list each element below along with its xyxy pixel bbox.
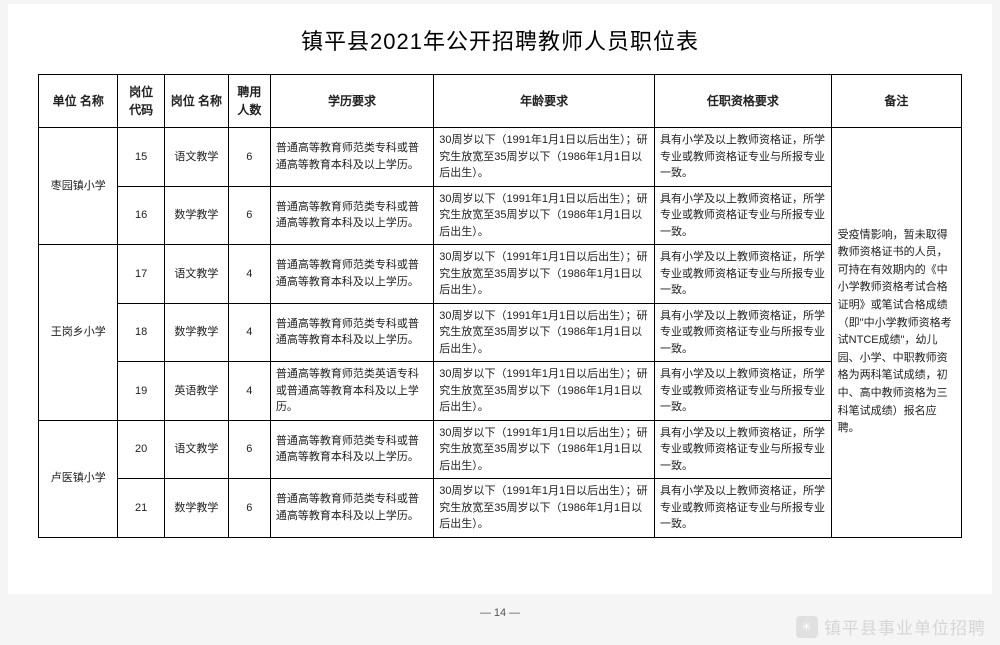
- table-row: 16数学教学6普通高等教育师范类专科或普通高等教育本科及以上学历。30周岁以下（…: [39, 186, 962, 245]
- cell-education: 普通高等教育师范类专科或普通高等教育本科及以上学历。: [270, 303, 433, 362]
- cell-qualification: 具有小学及以上教师资格证，所学专业或教师资格证专业与所报专业一致。: [655, 362, 832, 421]
- cell-age: 30周岁以下（1991年1月1日以后出生）；研究生放宽至35周岁以下（1986年…: [434, 128, 655, 187]
- cell-education: 普通高等教育师范类英语专科或普通高等教育本科及以上学历。: [270, 362, 433, 421]
- cell-age: 30周岁以下（1991年1月1日以后出生）；研究生放宽至35周岁以下（1986年…: [434, 186, 655, 245]
- col-header-edu: 学历要求: [270, 75, 433, 128]
- table-row: 18数学教学4普通高等教育师范类专科或普通高等教育本科及以上学历。30周岁以下（…: [39, 303, 962, 362]
- cell-position-name: 英语教学: [164, 362, 228, 421]
- cell-position-name: 数学教学: [164, 303, 228, 362]
- cell-code: 20: [118, 420, 164, 479]
- cell-qualification: 具有小学及以上教师资格证，所学专业或教师资格证专业与所报专业一致。: [655, 186, 832, 245]
- cell-code: 18: [118, 303, 164, 362]
- cell-position-name: 数学教学: [164, 479, 228, 538]
- position-table: 单位 名称 岗位 代码 岗位 名称 聘用 人数 学历要求 年龄要求 任职资格要求…: [38, 74, 962, 538]
- cell-qualification: 具有小学及以上教师资格证，所学专业或教师资格证专业与所报专业一致。: [655, 245, 832, 304]
- cell-headcount: 4: [228, 303, 270, 362]
- watermark-text: 镇平县事业单位招聘: [824, 614, 986, 639]
- cell-age: 30周岁以下（1991年1月1日以后出生）；研究生放宽至35周岁以下（1986年…: [434, 362, 655, 421]
- cell-code: 16: [118, 186, 164, 245]
- table-row: 枣园镇小学15语文教学6普通高等教育师范类专科或普通高等教育本科及以上学历。30…: [39, 128, 962, 187]
- col-header-pname: 岗位 名称: [164, 75, 228, 128]
- table-header-row: 单位 名称 岗位 代码 岗位 名称 聘用 人数 学历要求 年龄要求 任职资格要求…: [39, 75, 962, 128]
- cell-education: 普通高等教育师范类专科或普通高等教育本科及以上学历。: [270, 420, 433, 479]
- wechat-icon: ✳: [796, 616, 818, 638]
- cell-qualification: 具有小学及以上教师资格证，所学专业或教师资格证专业与所报专业一致。: [655, 303, 832, 362]
- cell-position-name: 语文教学: [164, 420, 228, 479]
- col-header-code: 岗位 代码: [118, 75, 164, 128]
- cell-education: 普通高等教育师范类专科或普通高等教育本科及以上学历。: [270, 245, 433, 304]
- table-row: 19英语教学4普通高等教育师范类英语专科或普通高等教育本科及以上学历。30周岁以…: [39, 362, 962, 421]
- col-header-unit: 单位 名称: [39, 75, 118, 128]
- cell-age: 30周岁以下（1991年1月1日以后出生）；研究生放宽至35周岁以下（1986年…: [434, 245, 655, 304]
- table-row: 21数学教学6普通高等教育师范类专科或普通高等教育本科及以上学历。30周岁以下（…: [39, 479, 962, 538]
- table-row: 卢医镇小学20语文教学6普通高等教育师范类专科或普通高等教育本科及以上学历。30…: [39, 420, 962, 479]
- cell-age: 30周岁以下（1991年1月1日以后出生）；研究生放宽至35周岁以下（1986年…: [434, 303, 655, 362]
- col-header-num: 聘用 人数: [228, 75, 270, 128]
- cell-code: 19: [118, 362, 164, 421]
- col-header-age: 年龄要求: [434, 75, 655, 128]
- table-row: 王岗乡小学17语文教学4普通高等教育师范类专科或普通高等教育本科及以上学历。30…: [39, 245, 962, 304]
- cell-headcount: 6: [228, 479, 270, 538]
- table-body: 枣园镇小学15语文教学6普通高等教育师范类专科或普通高等教育本科及以上学历。30…: [39, 128, 962, 538]
- cell-position-name: 语文教学: [164, 128, 228, 187]
- cell-qualification: 具有小学及以上教师资格证，所学专业或教师资格证专业与所报专业一致。: [655, 420, 832, 479]
- cell-age: 30周岁以下（1991年1月1日以后出生）；研究生放宽至35周岁以下（1986年…: [434, 420, 655, 479]
- cell-education: 普通高等教育师范类专科或普通高等教育本科及以上学历。: [270, 186, 433, 245]
- cell-education: 普通高等教育师范类专科或普通高等教育本科及以上学历。: [270, 479, 433, 538]
- cell-position-name: 数学教学: [164, 186, 228, 245]
- cell-note: 受疫情影响，暂未取得教师资格证书的人员，可持在有效期内的《中小学教师资格考试合格…: [831, 128, 961, 538]
- cell-qualification: 具有小学及以上教师资格证，所学专业或教师资格证专业与所报专业一致。: [655, 128, 832, 187]
- cell-education: 普通高等教育师范类专科或普通高等教育本科及以上学历。: [270, 128, 433, 187]
- cell-unit: 王岗乡小学: [39, 245, 118, 421]
- cell-headcount: 6: [228, 128, 270, 187]
- page-container: 镇平县2021年公开招聘教师人员职位表 单位 名称 岗位 代码 岗位 名称 聘用…: [8, 4, 992, 594]
- cell-code: 17: [118, 245, 164, 304]
- cell-unit: 卢医镇小学: [39, 420, 118, 537]
- cell-position-name: 语文教学: [164, 245, 228, 304]
- cell-headcount: 4: [228, 362, 270, 421]
- watermark: ✳ 镇平县事业单位招聘: [796, 614, 986, 639]
- cell-qualification: 具有小学及以上教师资格证，所学专业或教师资格证专业与所报专业一致。: [655, 479, 832, 538]
- col-header-qual: 任职资格要求: [655, 75, 832, 128]
- cell-code: 21: [118, 479, 164, 538]
- cell-unit: 枣园镇小学: [39, 128, 118, 245]
- col-header-note: 备注: [831, 75, 961, 128]
- page-title: 镇平县2021年公开招聘教师人员职位表: [38, 24, 962, 56]
- cell-age: 30周岁以下（1991年1月1日以后出生）；研究生放宽至35周岁以下（1986年…: [434, 479, 655, 538]
- cell-headcount: 6: [228, 420, 270, 479]
- cell-headcount: 4: [228, 245, 270, 304]
- cell-headcount: 6: [228, 186, 270, 245]
- cell-code: 15: [118, 128, 164, 187]
